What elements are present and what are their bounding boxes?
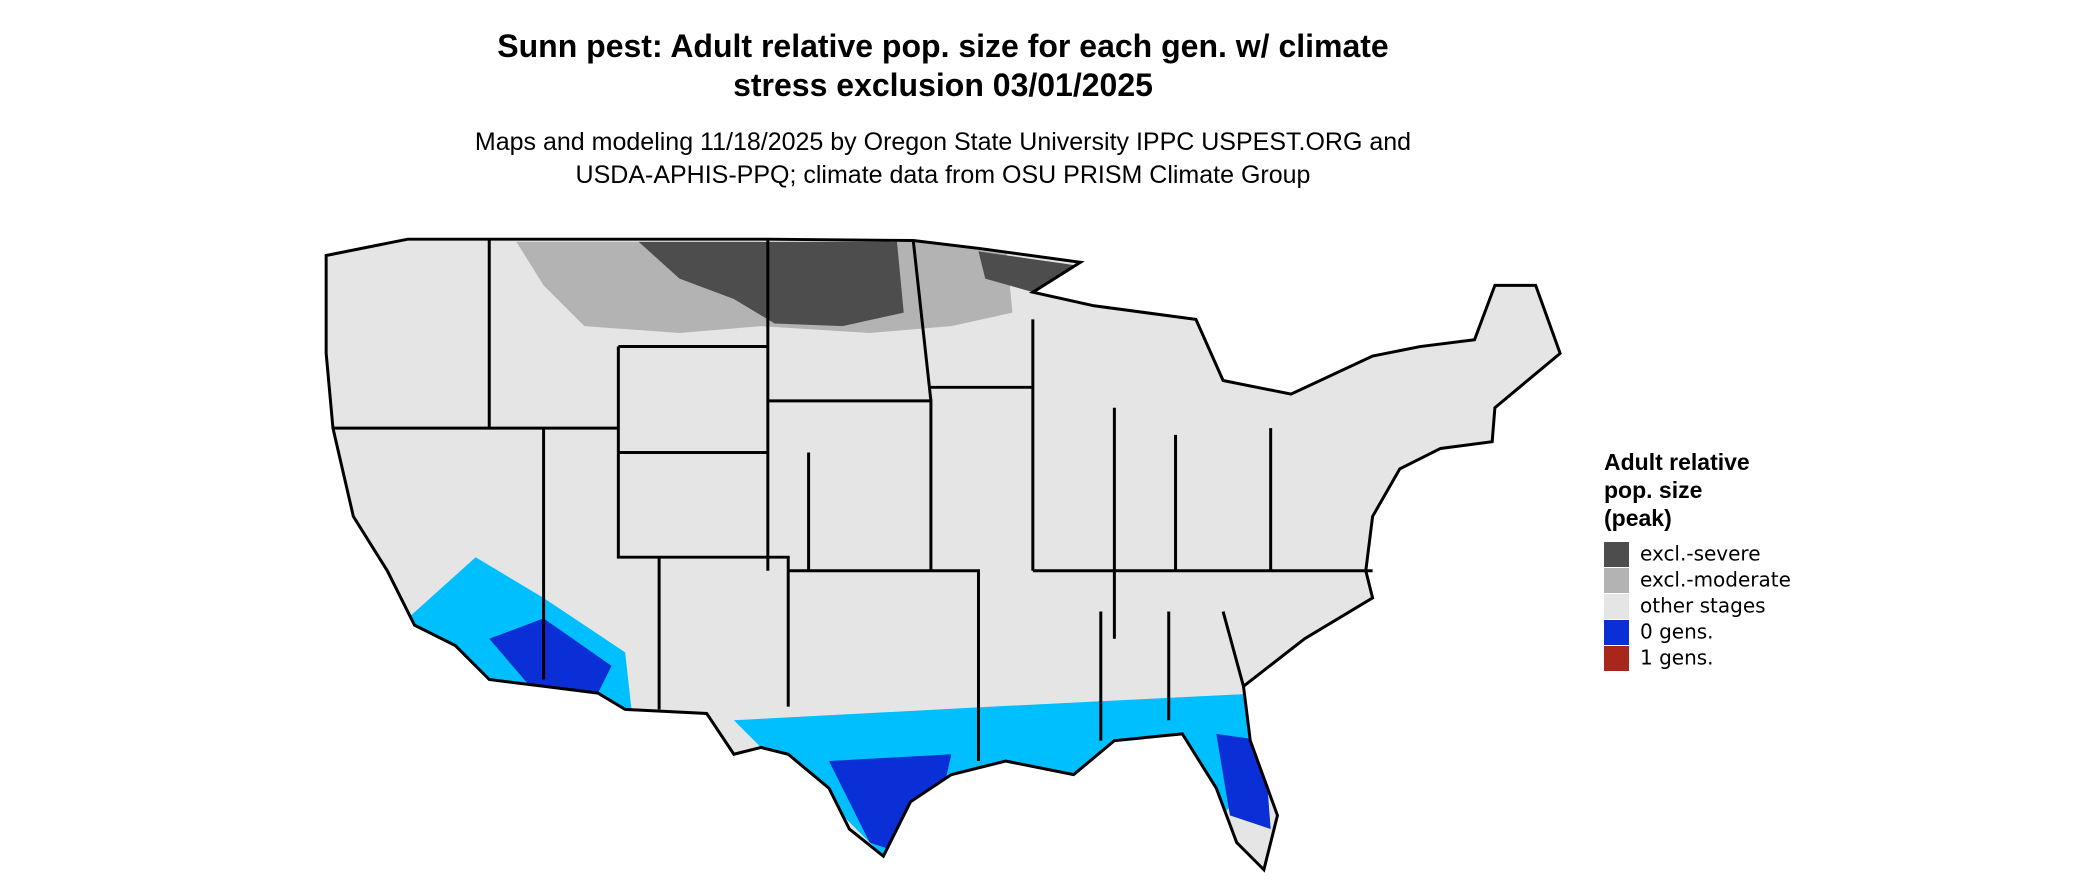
legend-title: pop. size [1604,477,1702,503]
legend-title: (peak) [1604,505,1672,531]
legend-swatch [1604,542,1629,567]
subtitle-line: USDA-APHIS-PPQ; climate data from OSU PR… [576,161,1311,189]
legend-swatch [1604,594,1629,619]
legend-title: Adult relative [1604,449,1750,475]
legend-swatch [1604,620,1629,645]
legend-label: 0 gens. [1640,620,1714,644]
state-borders [324,237,1562,873]
title-line: stress exclusion 03/01/2025 [733,67,1153,103]
subtitle-line: Maps and modeling 11/18/2025 by Oregon S… [475,128,1411,156]
title-line: Sunn pest: Adult relative pop. size for … [497,28,1388,64]
legend-swatch [1604,568,1629,593]
legend-label: 1 gens. [1640,646,1714,670]
legend-label: excl.-severe [1640,542,1761,566]
legend-label: other stages [1640,594,1766,618]
legend-swatch [1604,646,1629,671]
map [324,237,1562,873]
legend-label: excl.-moderate [1640,568,1791,592]
